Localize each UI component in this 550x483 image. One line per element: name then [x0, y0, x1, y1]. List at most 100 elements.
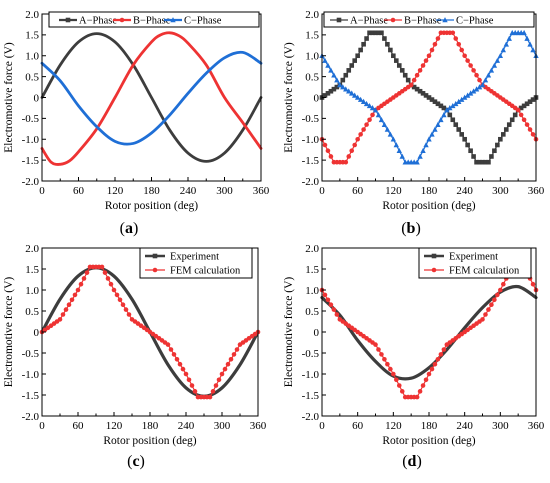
- y-tick-label: 0: [314, 327, 320, 339]
- series-point: [361, 127, 366, 132]
- x-tick-label: 120: [385, 420, 402, 432]
- y-tick-label: 0: [34, 327, 40, 339]
- series-point: [349, 90, 355, 96]
- series-point: [382, 357, 387, 362]
- series-point: [57, 317, 63, 322]
- series-point: [426, 53, 432, 59]
- series-point: [429, 47, 435, 53]
- x-tick-label: 60: [352, 185, 364, 197]
- y-tick-label: 1.0: [305, 285, 319, 297]
- series-point: [447, 105, 453, 111]
- series-point: [343, 72, 349, 78]
- series-point: [524, 35, 530, 41]
- series-point: [372, 107, 379, 113]
- y-tick-label: 1.5: [25, 30, 39, 42]
- x-tick-label: 360: [250, 420, 267, 432]
- x-tick-label: 180: [142, 420, 159, 432]
- y-tick-label: 0.5: [305, 306, 319, 318]
- y-axis-label: Electromotive force (V): [3, 42, 15, 153]
- series-point: [120, 302, 126, 308]
- series-point: [349, 63, 355, 68]
- y-tick-label: 0: [314, 92, 320, 104]
- series-point: [361, 41, 366, 47]
- y-tick-label: -1.0: [22, 134, 40, 146]
- legend-marker: [152, 253, 158, 259]
- series-point: [376, 347, 381, 352]
- legend-label: Experiment: [170, 252, 219, 263]
- series-point: [228, 357, 234, 362]
- series-point: [337, 82, 343, 88]
- series-point: [325, 297, 331, 303]
- series-point: [180, 366, 186, 372]
- series-point: [521, 103, 527, 109]
- legend-label: C−Phase: [456, 16, 494, 27]
- legend-box: [48, 11, 260, 28]
- series-point: [473, 86, 480, 92]
- series-point: [530, 97, 536, 102]
- legend-marker: [442, 17, 448, 23]
- series-point: [213, 383, 219, 388]
- x-tick-label: 60: [352, 420, 364, 432]
- series-point: [394, 58, 399, 63]
- series-point: [328, 154, 334, 159]
- x-tick-label: 0: [39, 420, 45, 432]
- series-point: [488, 67, 495, 73]
- series-point: [123, 307, 129, 312]
- y-tick-label: -1.5: [302, 390, 320, 402]
- y-tick-label: -1.5: [22, 155, 40, 167]
- series-point: [477, 159, 482, 165]
- y-tick-label: -0.5: [22, 113, 40, 125]
- legend: A−Phase B−Phase C−Phase: [323, 11, 535, 28]
- series-point: [492, 148, 497, 154]
- series-point: [521, 117, 527, 123]
- series-point: [441, 105, 447, 111]
- x-tick-label: 240: [456, 420, 473, 432]
- y-tick-label: 1.0: [25, 285, 39, 297]
- series-point: [432, 126, 438, 132]
- series-point: [370, 30, 375, 36]
- y-tick-label: 2.0: [25, 9, 39, 21]
- caption-letter: a: [125, 220, 133, 237]
- series-point: [388, 47, 393, 53]
- x-axis-label: Rotor position (deg): [382, 435, 475, 447]
- series-point: [168, 347, 174, 352]
- legend-label: Experiment: [449, 252, 498, 263]
- y-tick-label: 2.0: [25, 243, 39, 255]
- series-point: [349, 148, 355, 154]
- series-point: [447, 112, 453, 118]
- x-tick-label: 180: [421, 420, 438, 432]
- series-point: [108, 281, 114, 287]
- series-point: [432, 361, 438, 367]
- series-point: [476, 84, 483, 90]
- series-point: [456, 41, 462, 47]
- series-point: [506, 122, 512, 127]
- series-point: [322, 57, 328, 63]
- x-axis-label: Rotor position (deg): [103, 435, 196, 447]
- series-point: [382, 36, 387, 41]
- series-point: [60, 312, 66, 317]
- series-point: [367, 30, 372, 36]
- x-tick-label: 180: [143, 185, 160, 197]
- series-point: [456, 127, 462, 132]
- panel-caption: (d): [402, 453, 422, 470]
- x-tick-label: 120: [106, 420, 123, 432]
- series-line-3: [40, 50, 263, 146]
- series-point: [399, 389, 405, 394]
- caption-letter: d: [408, 453, 417, 470]
- series-point: [81, 276, 87, 281]
- series-point: [66, 302, 72, 308]
- series-point: [486, 159, 491, 165]
- series-point: [465, 142, 470, 148]
- series-point: [117, 297, 123, 303]
- x-tick-label: 300: [216, 185, 233, 197]
- y-axis-label: Electromotive force (V): [3, 277, 15, 388]
- y-tick-label: 2.0: [305, 9, 319, 21]
- series-point: [366, 102, 373, 109]
- series-point: [414, 394, 420, 400]
- x-tick-label: 240: [178, 420, 195, 432]
- series-point: [75, 287, 81, 293]
- series-point: [423, 58, 429, 63]
- series-point: [495, 142, 500, 148]
- legend-box: [323, 11, 535, 28]
- x-tick-label: 0: [39, 185, 45, 197]
